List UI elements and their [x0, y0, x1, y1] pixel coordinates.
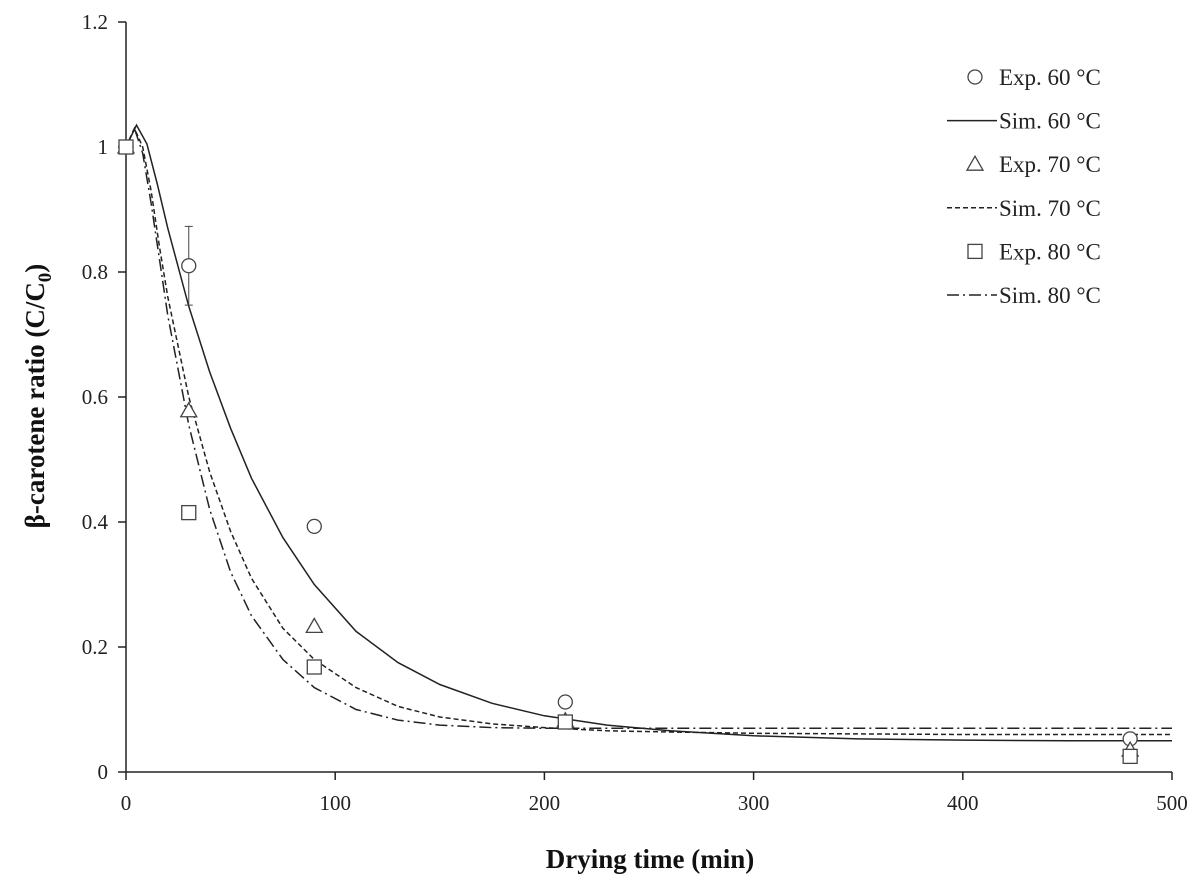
point-square — [181, 504, 197, 521]
y-tick-label: 1.2 — [82, 10, 108, 34]
y-axis-title-main: β-carotene ratio (C/C — [20, 282, 50, 528]
point-circle — [306, 518, 322, 535]
legend-label: Exp. 80 °C — [999, 239, 1101, 264]
x-tick-label: 100 — [319, 791, 351, 815]
legend-label: Exp. 60 °C — [999, 65, 1101, 90]
legend-marker-square — [967, 243, 983, 260]
x-tick-label: 0 — [121, 791, 132, 815]
x-tick-label: 500 — [1156, 791, 1188, 815]
experimental-series — [116, 137, 1140, 765]
y-tick-label: 0.4 — [82, 510, 109, 534]
x-axis-ticks: 0 100 200 300 400 500 — [121, 772, 1188, 815]
y-tick-label: 0.6 — [82, 385, 108, 409]
x-axis-title: Drying time (min) — [546, 844, 754, 874]
point-square — [306, 659, 322, 675]
simulated-series — [125, 123, 1172, 742]
x-tick-label: 300 — [738, 791, 770, 815]
point-circle — [557, 694, 573, 710]
y-tick-label: 1 — [98, 135, 109, 159]
point-triangle — [305, 617, 324, 634]
y-axis-ticks: 0 0.2 0.4 0.6 0.8 1 1.2 — [82, 10, 126, 784]
x-tick-label: 400 — [947, 791, 979, 815]
y-axis-title-subscript: 0 — [35, 273, 56, 283]
y-tick-label: 0.8 — [82, 260, 108, 284]
point-square — [118, 139, 134, 155]
sim-line-60c — [125, 123, 1172, 742]
y-tick-label: 0 — [98, 760, 109, 784]
legend-label: Exp. 70 °C — [999, 152, 1101, 177]
y-axis-title-close: ) — [20, 264, 50, 273]
legend-label: Sim. 70 °C — [999, 196, 1101, 221]
point-square — [557, 714, 573, 730]
y-tick-label: 0.2 — [82, 635, 108, 659]
legend: Exp. 60 °C Sim. 60 °C Exp. 70 °C Sim. 70 °C… — [947, 65, 1101, 308]
legend-label: Sim. 80 °C — [999, 283, 1101, 308]
legend-marker-triangle — [965, 154, 985, 171]
legend-label: Sim. 60 °C — [999, 109, 1101, 134]
x-tick-label: 200 — [529, 791, 561, 815]
sim-line-70c — [125, 126, 1172, 736]
point-circle — [181, 258, 197, 274]
sim-line-80c — [125, 126, 1172, 730]
point-square — [1122, 748, 1138, 765]
point-triangle — [179, 401, 198, 418]
legend-marker-circle — [967, 69, 983, 85]
y-axis-title: β-carotene ratio (C/C0) — [20, 264, 56, 529]
